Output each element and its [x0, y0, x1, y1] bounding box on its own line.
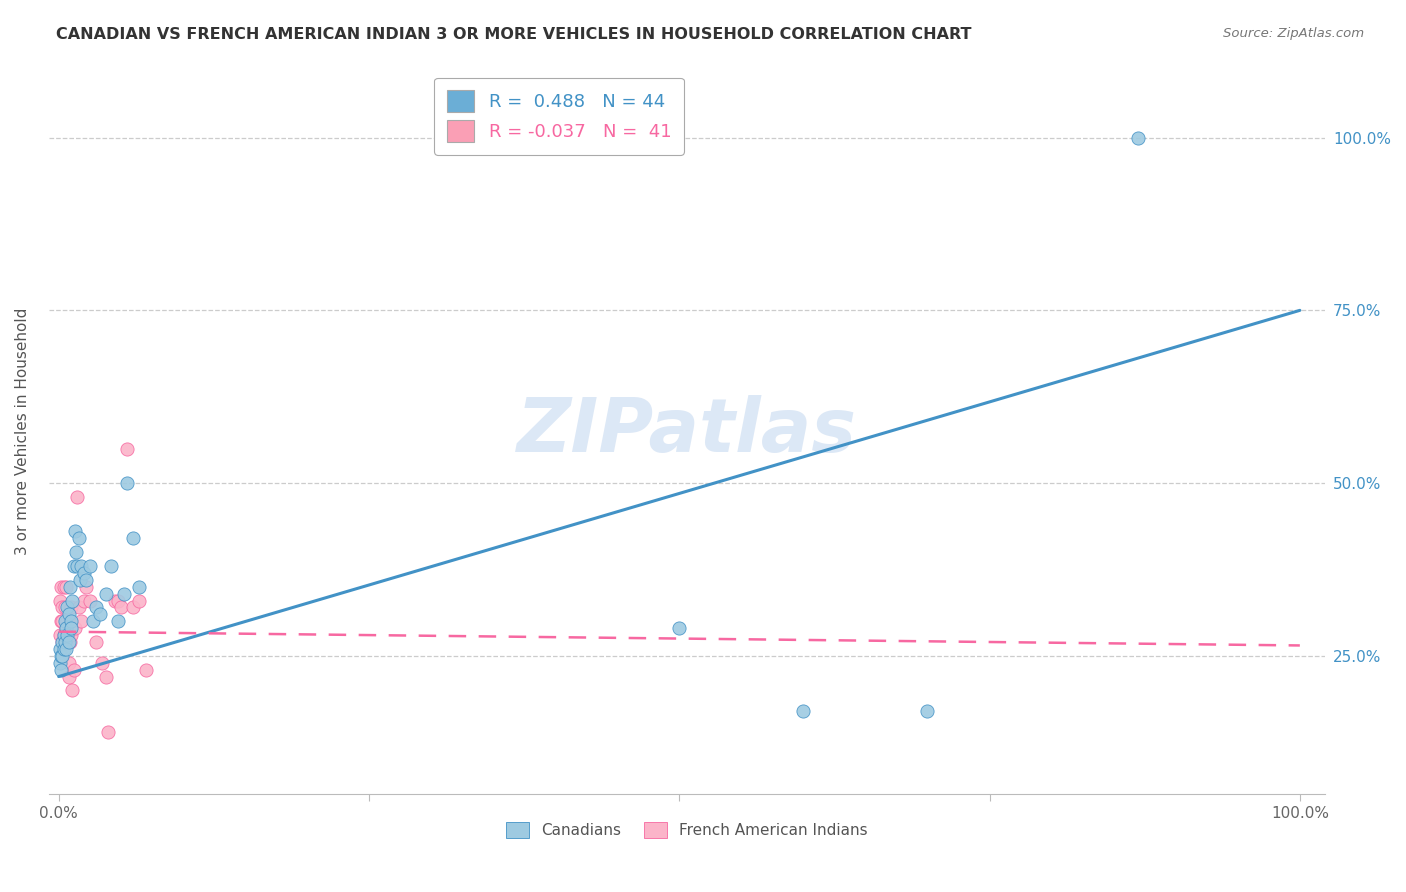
- Point: [115, 442, 138, 456]
- Text: ZIPatlas: ZIPatlas: [517, 395, 856, 467]
- Point: [49, 641, 72, 656]
- Point: [60, 614, 83, 628]
- Point: [100, 559, 122, 574]
- Point: [56, 614, 79, 628]
- Point: [51, 600, 73, 615]
- Text: Source: ZipAtlas.com: Source: ZipAtlas.com: [1223, 27, 1364, 40]
- Point: [51, 635, 73, 649]
- Point: [52, 628, 75, 642]
- Point: [122, 600, 145, 615]
- Point: [51, 614, 73, 628]
- Point: [55, 580, 77, 594]
- Point: [55, 621, 77, 635]
- Point: [72, 593, 94, 607]
- Point: [51, 614, 73, 628]
- Point: [63, 524, 86, 539]
- Point: [49, 593, 72, 607]
- Point: [58, 656, 80, 670]
- Point: [91, 656, 114, 670]
- Point: [107, 614, 129, 628]
- Point: [1128, 130, 1150, 145]
- Point: [53, 600, 76, 615]
- Point: [107, 593, 129, 607]
- Point: [668, 621, 690, 635]
- Point: [63, 621, 86, 635]
- Point: [70, 559, 93, 574]
- Point: [69, 573, 91, 587]
- Point: [60, 628, 83, 642]
- Point: [110, 600, 132, 615]
- Point: [60, 600, 83, 615]
- Point: [70, 614, 93, 628]
- Point: [51, 648, 73, 663]
- Point: [89, 607, 111, 622]
- Point: [60, 621, 83, 635]
- Point: [53, 635, 76, 649]
- Point: [51, 635, 73, 649]
- Point: [128, 580, 150, 594]
- Point: [58, 635, 80, 649]
- Text: CANADIAN VS FRENCH AMERICAN INDIAN 3 OR MORE VEHICLES IN HOUSEHOLD CORRELATION C: CANADIAN VS FRENCH AMERICAN INDIAN 3 OR …: [56, 27, 972, 42]
- Point: [62, 663, 84, 677]
- Point: [56, 628, 79, 642]
- Point: [60, 593, 83, 607]
- Point: [51, 648, 73, 663]
- Point: [103, 593, 125, 607]
- Point: [51, 580, 73, 594]
- Point: [84, 600, 107, 615]
- Point: [84, 635, 107, 649]
- Point: [72, 566, 94, 580]
- Point: [94, 669, 117, 683]
- Point: [62, 559, 84, 574]
- Point: [49, 628, 72, 642]
- Point: [58, 669, 80, 683]
- Point: [66, 490, 89, 504]
- Point: [75, 573, 97, 587]
- Point: [55, 621, 77, 635]
- Point: [52, 628, 75, 642]
- Point: [122, 532, 145, 546]
- Legend: Canadians, French American Indians: Canadians, French American Indians: [499, 816, 873, 845]
- Point: [56, 628, 79, 642]
- Point: [55, 641, 77, 656]
- Point: [917, 704, 939, 718]
- Point: [53, 635, 76, 649]
- Point: [49, 656, 72, 670]
- Point: [59, 614, 82, 628]
- Point: [51, 663, 73, 677]
- Point: [75, 580, 97, 594]
- Point: [114, 587, 136, 601]
- Point: [56, 600, 79, 615]
- Point: [52, 641, 75, 656]
- Point: [65, 545, 87, 559]
- Point: [115, 476, 138, 491]
- Point: [128, 593, 150, 607]
- Y-axis label: 3 or more Vehicles in Household: 3 or more Vehicles in Household: [15, 308, 30, 555]
- Point: [58, 607, 80, 622]
- Point: [52, 580, 75, 594]
- Point: [94, 587, 117, 601]
- Point: [82, 614, 104, 628]
- Point: [79, 593, 101, 607]
- Point: [59, 635, 82, 649]
- Point: [53, 614, 76, 628]
- Point: [97, 724, 120, 739]
- Point: [66, 559, 89, 574]
- Point: [792, 704, 814, 718]
- Point: [67, 532, 90, 546]
- Point: [59, 580, 82, 594]
- Point: [67, 600, 90, 615]
- Point: [60, 683, 83, 698]
- Point: [79, 559, 101, 574]
- Point: [135, 663, 157, 677]
